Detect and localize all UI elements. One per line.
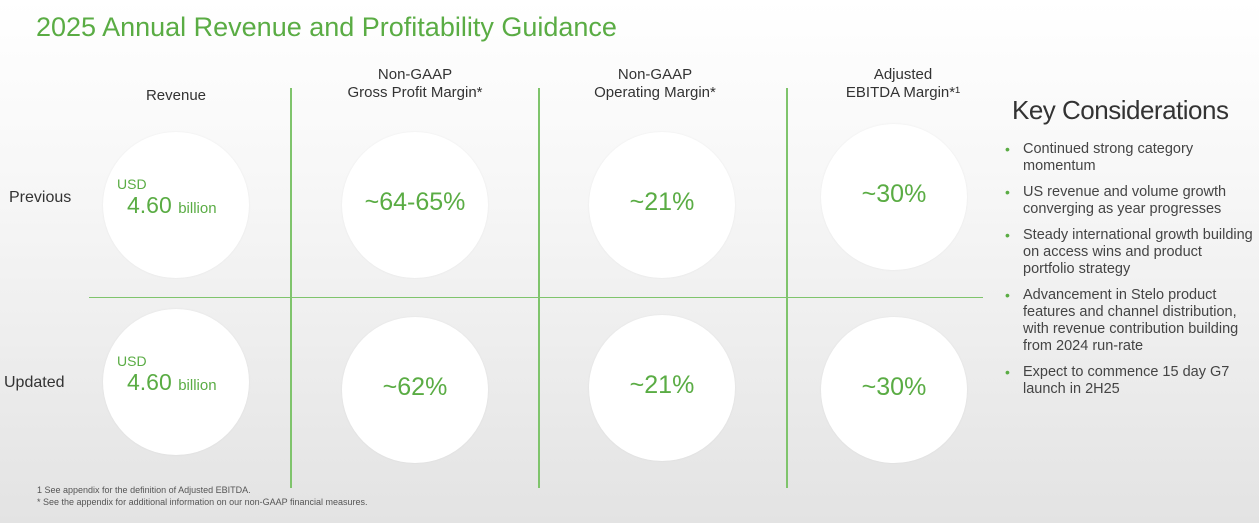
bullet-icon: • <box>1005 287 1010 303</box>
list-item-text: Continued strong category momentum <box>1023 141 1194 174</box>
previous-revenue-circle: USD 4.60 billion <box>103 132 249 278</box>
column-header-ebitda-margin: Adjusted EBITDA Margin*¹ <box>803 66 1003 102</box>
grid-divider <box>538 88 540 488</box>
column-header-line2: EBITDA Margin*¹ <box>845 84 961 101</box>
currency-label: USD <box>117 176 147 192</box>
list-item-text: Expect to commence 15 day G7 launch in 2… <box>1023 364 1230 397</box>
row-divider <box>89 297 983 298</box>
footnote-ebitda: 1 See appendix for the definition of Adj… <box>37 485 251 495</box>
list-item: • Steady international growth building on… <box>1003 227 1253 278</box>
footnote-non-gaap: * See the appendix for additional inform… <box>37 497 368 507</box>
currency-label: USD <box>117 353 147 369</box>
previous-gross-margin-circle: ~64-65% <box>342 132 488 278</box>
ebitda-margin-value: ~30% <box>861 180 927 208</box>
column-header-operating-margin: Non-GAAP Operating Margin* <box>555 66 755 102</box>
ebitda-margin-value: ~30% <box>861 373 927 401</box>
revenue-value: 4.60 billion <box>127 192 217 219</box>
page-title: 2025 Annual Revenue and Profitability Gu… <box>36 12 617 42</box>
gross-margin-value: ~64-65% <box>364 188 466 216</box>
list-item: • US revenue and volume growth converging… <box>1003 184 1253 218</box>
list-item: • Advancement in Stelo product features a… <box>1003 287 1253 355</box>
revenue-unit: billion <box>178 377 217 394</box>
revenue-unit: billion <box>178 200 217 217</box>
revenue-number: 4.60 <box>127 369 172 395</box>
bullet-icon: • <box>1005 364 1010 380</box>
list-item-text: US revenue and volume growth converging … <box>1023 184 1227 217</box>
column-header-line1: Adjusted <box>873 66 933 83</box>
revenue-value: 4.60 billion <box>127 369 217 396</box>
column-header-line1: Non-GAAP <box>617 66 693 83</box>
column-header-line1 <box>76 66 276 84</box>
updated-ebitda-margin-circle: ~30% <box>821 317 967 463</box>
grid-divider <box>290 88 292 488</box>
column-header-line2: Gross Profit Margin* <box>347 84 483 101</box>
list-item: • Continued strong category momentum <box>1003 141 1253 175</box>
bullet-icon: • <box>1005 227 1010 243</box>
previous-ebitda-margin-circle: ~30% <box>821 124 967 270</box>
list-item: • Expect to commence 15 day G7 launch in … <box>1003 364 1253 398</box>
previous-operating-margin-circle: ~21% <box>589 132 735 278</box>
bullet-icon: • <box>1005 184 1010 200</box>
revenue-number: 4.60 <box>127 192 172 218</box>
column-header-revenue: Revenue <box>76 66 276 105</box>
updated-revenue-circle: USD 4.60 billion <box>103 309 249 455</box>
updated-gross-margin-circle: ~62% <box>342 317 488 463</box>
bullet-icon: • <box>1005 141 1010 157</box>
operating-margin-value: ~21% <box>629 188 695 216</box>
column-header-gross-profit-margin: Non-GAAP Gross Profit Margin* <box>315 66 515 102</box>
column-header-line2: Operating Margin* <box>594 84 716 101</box>
operating-margin-value: ~21% <box>629 371 695 399</box>
column-header-line1: Non-GAAP <box>377 66 453 83</box>
row-label-updated: Updated <box>4 374 65 391</box>
grid-divider <box>786 88 788 488</box>
gross-margin-value: ~62% <box>382 373 448 401</box>
key-considerations-list: • Continued strong category momentum • US … <box>1003 141 1253 407</box>
list-item-text: Steady international growth building on … <box>1023 227 1253 277</box>
updated-operating-margin-circle: ~21% <box>589 315 735 461</box>
key-considerations-title: Key Considerations <box>1012 95 1229 125</box>
list-item-text: Advancement in Stelo product features an… <box>1023 287 1239 354</box>
row-label-previous: Previous <box>9 189 72 206</box>
column-header-line2: Revenue <box>145 87 207 104</box>
